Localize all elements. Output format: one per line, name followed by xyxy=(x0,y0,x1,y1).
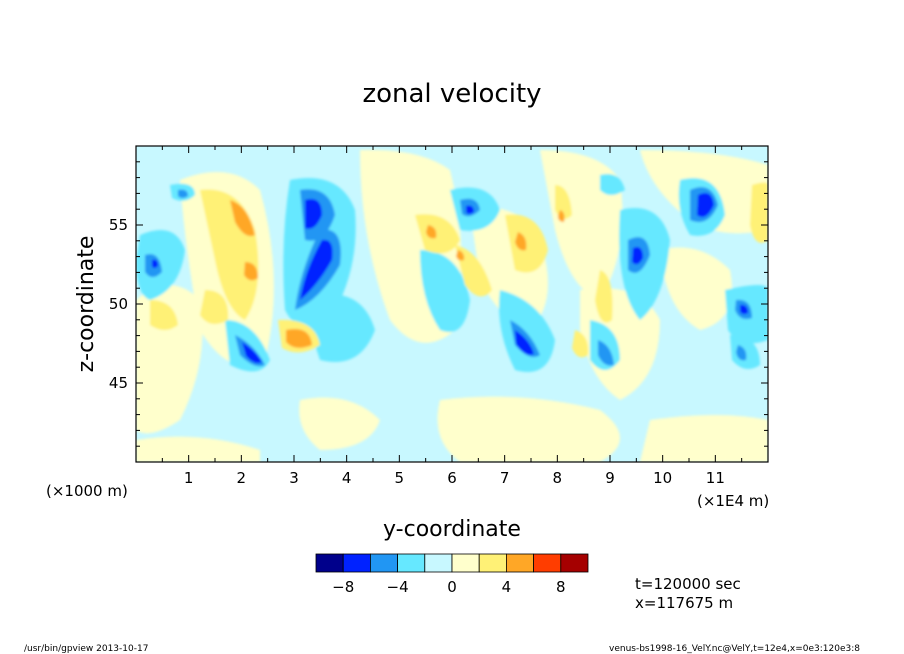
heatmap-field xyxy=(136,146,768,462)
x-tick-label: 10 xyxy=(653,469,672,487)
footer-right: venus-bs1998-16_VelY.nc@VelY,t=12e4,x=0e… xyxy=(609,644,860,654)
contour-region xyxy=(230,200,255,237)
contour-region xyxy=(740,304,748,315)
contour-region xyxy=(426,225,437,239)
y-tick-label: 50 xyxy=(109,295,128,313)
contour-region xyxy=(697,192,714,218)
contour-region xyxy=(456,250,465,261)
x-tick-label: 9 xyxy=(605,469,615,487)
x-axis-label: y-coordinate xyxy=(383,517,521,542)
y-unit-label: (×1000 m) xyxy=(46,482,128,500)
contour-region xyxy=(558,210,565,222)
contour-region xyxy=(598,340,614,366)
contour-region xyxy=(572,330,589,358)
colorbar-swatch xyxy=(451,553,480,573)
colorbar-swatch xyxy=(424,553,453,573)
colorbar-swatch xyxy=(342,553,371,573)
contour-region xyxy=(595,270,613,323)
contour-region xyxy=(150,300,178,330)
colorbar-tick-label: 4 xyxy=(502,578,512,596)
colorbar-swatch xyxy=(397,553,426,573)
contour-region xyxy=(178,189,188,198)
time-annotation: t=120000 sec xyxy=(635,575,741,593)
contour-region xyxy=(420,250,470,332)
colorbar-swatch xyxy=(369,553,398,573)
colorbar-swatch xyxy=(315,553,344,573)
contour-region xyxy=(415,214,460,254)
y-tick-labels: 45 50 55 xyxy=(109,216,128,392)
colorbar-tick-labels: −8 −4 0 4 8 xyxy=(332,578,565,596)
contour-region xyxy=(499,290,555,372)
chart-title: zonal velocity xyxy=(362,79,541,109)
contour-region xyxy=(200,290,229,324)
x-tick-labels: 1 2 3 4 5 6 7 8 9 10 11 xyxy=(184,469,725,487)
colorbar xyxy=(315,553,589,573)
x-tick-label: 7 xyxy=(500,469,510,487)
x-tick-label: 6 xyxy=(447,469,457,487)
contour-region xyxy=(505,214,548,273)
contour-region xyxy=(242,342,262,364)
contour-region xyxy=(736,345,747,361)
contour-region xyxy=(455,245,492,297)
colorbar-tick-label: −8 xyxy=(332,578,354,596)
x-tick-label: 2 xyxy=(237,469,247,487)
contour-region xyxy=(437,396,620,462)
contour-region xyxy=(299,397,380,450)
colorbar-tick-label: 0 xyxy=(447,578,457,596)
contour-region xyxy=(640,415,768,462)
contour-region xyxy=(286,329,312,348)
contour-region xyxy=(305,199,322,229)
contour-region xyxy=(244,262,258,281)
colorbar-swatch xyxy=(505,553,534,573)
contour-region xyxy=(152,259,158,268)
contour-region xyxy=(515,330,534,355)
y-tick-label: 55 xyxy=(109,216,128,234)
position-annotation: x=117675 m xyxy=(635,594,733,612)
x-tick-label: 5 xyxy=(395,469,405,487)
colorbar-tick-label: 8 xyxy=(556,578,566,596)
x-unit-label: (×1E4 m) xyxy=(697,492,769,510)
x-tick-label: 11 xyxy=(706,469,725,487)
colorbar-tick-label: −4 xyxy=(387,578,409,596)
x-tick-label: 1 xyxy=(184,469,194,487)
contour-region xyxy=(632,247,643,265)
contour-region xyxy=(136,436,260,462)
x-tick-label: 3 xyxy=(289,469,299,487)
y-axis-label: z-coordinate xyxy=(74,236,99,373)
colorbar-swatch xyxy=(533,553,562,573)
contour-region xyxy=(600,174,625,195)
contour-region xyxy=(300,239,333,300)
x-tick-label: 4 xyxy=(342,469,352,487)
x-tick-label: 8 xyxy=(553,469,563,487)
contour-region xyxy=(515,232,527,251)
contour-region xyxy=(555,185,572,219)
footer-left: /usr/bin/gpview 2013-10-17 xyxy=(24,644,148,654)
colorbar-swatch xyxy=(478,553,507,573)
contour-region xyxy=(466,205,474,214)
axis-ticks xyxy=(135,146,769,462)
contour-region xyxy=(750,182,768,243)
contour-region xyxy=(660,247,732,330)
colorbar-swatch xyxy=(560,553,589,573)
y-tick-label: 45 xyxy=(109,374,128,392)
